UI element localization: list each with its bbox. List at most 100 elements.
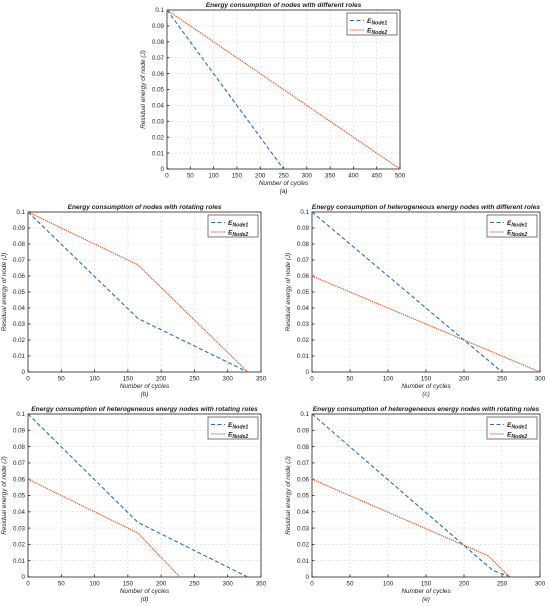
chart-a-title: Energy consumption of nodes with differe… — [206, 2, 362, 9]
chart-c-title: Energy consumption of heterogeneous ener… — [312, 204, 540, 211]
chart-e-panel-caption: (e) — [422, 596, 430, 603]
chart-e-y-tick-label: 0.08 — [297, 444, 310, 451]
chart-d-y-axis-label: Residual energy of node (J) — [1, 456, 8, 535]
chart-a-x-tick-label: 450 — [372, 173, 383, 180]
chart-c-y-tick-label: 0.08 — [297, 241, 310, 248]
chart-b-legend-symbol: E — [228, 229, 233, 236]
chart-a-legend-symbol: E — [367, 18, 372, 25]
chart-a: 0 50 100 150 200 250 300 350 400 450 500 0 0.01 0.02 0… — [140, 2, 406, 195]
chart-b-y-tick-label: 0.01 — [13, 353, 26, 360]
chart-d-x-tick-label: 150 — [123, 581, 134, 588]
chart-d-legend-symbol: E — [228, 431, 233, 438]
chart-c-y-tick-label: 0.1 — [300, 209, 309, 216]
chart-c-x-tick-label: 100 — [383, 376, 394, 383]
chart-b-y-axis-label: Residual energy of node (J) — [1, 253, 8, 332]
chart-d-y-tick-label: 0.1 — [16, 411, 25, 418]
chart-a-y-tick-label: 0.03 — [152, 119, 165, 126]
chart-d-x-tick-label: 250 — [189, 581, 200, 588]
chart-b-x-tick-label: 150 — [123, 376, 134, 383]
chart-c-legend-symbol: E — [507, 220, 512, 227]
chart-d-legend-subscript: Node2 — [232, 434, 248, 440]
chart-d-legend-subscript: Node1 — [232, 425, 248, 431]
chart-b-y-tick-label: 0.09 — [13, 225, 26, 232]
chart-d-y-tick-label: 0.09 — [13, 428, 26, 435]
chart-b: 0 50 100 150 200 250 300 350 0 0.01 0.02 0.03 0.04 0.… — [1, 204, 267, 398]
chart-b-y-tick-label: 0 — [22, 369, 26, 376]
chart-a-y-tick-label: 0.02 — [152, 134, 165, 141]
chart-d-y-tick-label: 0.07 — [13, 460, 26, 467]
chart-e: 0 50 100 150 200 250 300 0 0.01 0.02 0.03 0.04 0.05 0… — [285, 406, 546, 603]
chart-e-x-tick-label: 250 — [497, 581, 508, 588]
chart-a-legend-entry-node1: ENode1 — [367, 18, 387, 27]
chart-d-y-tick-label: 0.05 — [13, 493, 26, 500]
chart-c-x-tick-label: 50 — [347, 376, 354, 383]
chart-b-series-node2-line — [27, 211, 249, 373]
chart-b-x-tick-label: 200 — [156, 376, 167, 383]
chart-d-legend-symbol: E — [228, 422, 233, 429]
chart-b-legend-symbol: E — [228, 220, 233, 227]
chart-c-x-tick-label: 250 — [497, 376, 508, 383]
chart-c-series-node1-line — [311, 211, 503, 373]
chart-e-legend-symbol: E — [507, 422, 512, 429]
chart-a-legend-subscript: Node1 — [371, 21, 387, 27]
chart-b-y-tick-label: 0.1 — [16, 209, 25, 216]
chart-a-panel-caption: (a) — [280, 188, 288, 195]
chart-c-y-axis-label: Residual energy of node (J) — [285, 253, 292, 332]
chart-d-x-axis-label: Number of cycles — [120, 588, 170, 595]
chart-e-y-axis-label: Residual energy of node (J) — [285, 456, 292, 535]
chart-a-x-tick-label: 300 — [302, 173, 313, 180]
chart-d-series-node2-line — [27, 478, 181, 578]
chart-e-y-tick-label: 0.04 — [297, 509, 310, 516]
chart-c-y-tick-label: 0.05 — [297, 289, 310, 296]
chart-b-x-tick-label: 250 — [189, 376, 200, 383]
chart-d-title: Energy consumption of heterogeneous ener… — [31, 406, 258, 413]
chart-c-y-tick-label: 0.04 — [297, 305, 310, 312]
chart-b-x-axis-label: Number of cycles — [120, 383, 170, 390]
chart-d-panel-caption: (d) — [141, 596, 149, 603]
chart-b-x-tick-label: 0 — [26, 376, 30, 383]
chart-a-x-tick-label: 350 — [325, 173, 336, 180]
chart-e-legend-entry-node2: ENode2 — [507, 431, 527, 440]
chart-c: 0 50 100 150 200 250 300 0 0.01 0.02 0.03 0.04 0.05 0… — [285, 204, 546, 398]
chart-d: 0 50 100 150 200 250 300 350 0 0.01 0.02 0.03 0.04 0.… — [1, 406, 267, 603]
chart-b-legend-subscript: Node2 — [232, 232, 248, 238]
chart-a-y-tick-label: 0.01 — [152, 150, 165, 157]
chart-e-x-tick-label: 0 — [310, 581, 314, 588]
chart-c-legend-entry-node1: ENode1 — [507, 220, 527, 229]
chart-a-y-tick-label: 0.08 — [152, 39, 165, 46]
chart-c-y-tick-label: 0.02 — [297, 337, 310, 344]
chart-e-series-node1-line — [311, 413, 512, 578]
chart-c-y-tick-label: 0.06 — [297, 273, 310, 280]
chart-b-series-node1-line — [27, 211, 248, 373]
chart-b-panel-caption: (b) — [141, 391, 149, 398]
chart-d-x-tick-label: 350 — [256, 581, 267, 588]
chart-a-x-tick-label: 400 — [348, 173, 359, 180]
chart-b-x-tick-label: 350 — [256, 376, 267, 383]
chart-d-y-tick-label: 0.04 — [13, 509, 26, 516]
chart-c-y-tick-label: 0.09 — [297, 225, 310, 232]
chart-d-y-tick-label: 0.08 — [13, 444, 26, 451]
chart-e-x-tick-label: 300 — [535, 581, 546, 588]
chart-e-y-tick-label: 0.03 — [297, 525, 310, 532]
chart-b-y-tick-label: 0.03 — [13, 321, 26, 328]
chart-e-x-tick-label: 150 — [421, 581, 432, 588]
chart-a-series-node2-line — [166, 9, 401, 170]
chart-a-legend-entry-node2: ENode2 — [367, 27, 387, 36]
chart-c-x-tick-label: 0 — [310, 376, 314, 383]
chart-c-y-tick-label: 0.01 — [297, 353, 310, 360]
chart-c-legend-symbol: E — [507, 229, 512, 236]
chart-d-legend-entry-node1: ENode1 — [228, 422, 248, 431]
chart-e-legend-entry-node1: ENode1 — [507, 422, 527, 431]
chart-d-y-tick-label: 0.01 — [13, 558, 26, 565]
chart-a-legend-symbol: E — [367, 27, 372, 34]
chart-a-x-tick-label: 250 — [278, 173, 289, 180]
chart-a-y-tick-label: 0.09 — [152, 23, 165, 30]
chart-a-x-tick-label: 0 — [165, 173, 169, 180]
chart-a-y-tick-label: 0.04 — [152, 103, 165, 110]
chart-d-x-tick-label: 200 — [156, 581, 167, 588]
chart-c-legend-entry-node2: ENode2 — [507, 229, 527, 238]
chart-d-x-tick-label: 50 — [58, 581, 65, 588]
